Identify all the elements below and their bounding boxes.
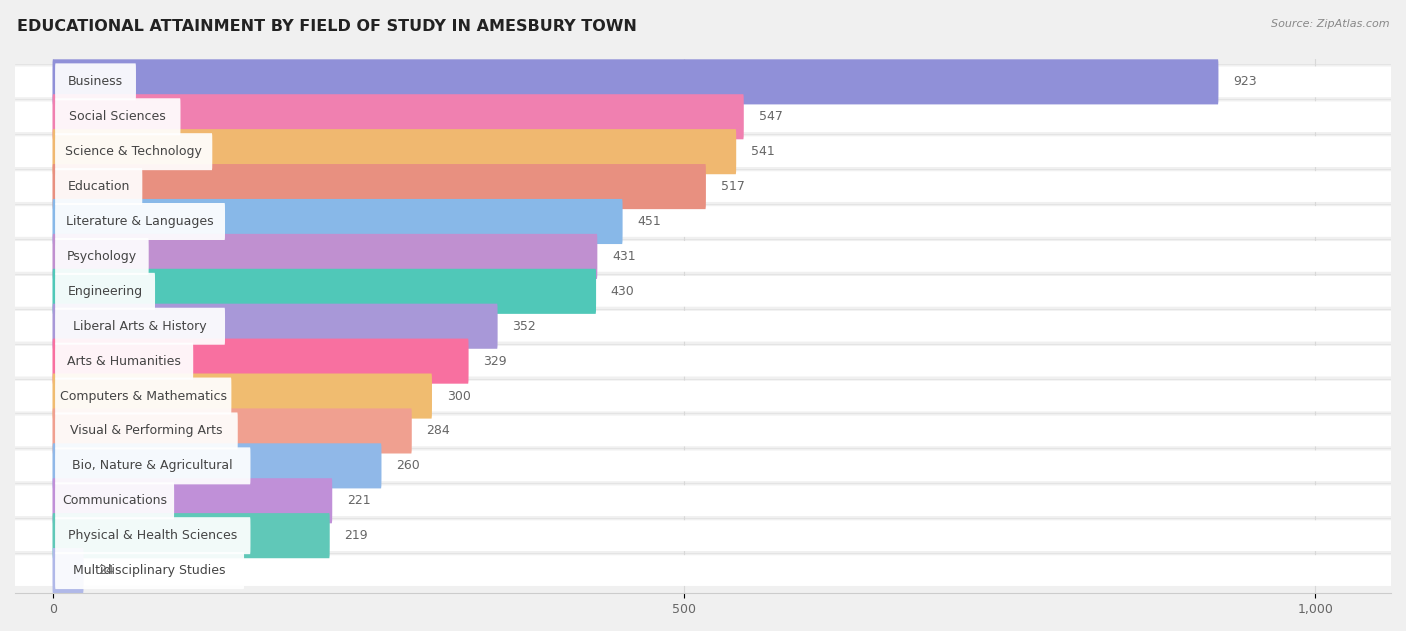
Text: Computers & Mathematics: Computers & Mathematics — [59, 389, 226, 403]
Text: Psychology: Psychology — [67, 250, 136, 263]
Text: 430: 430 — [610, 285, 634, 298]
FancyBboxPatch shape — [15, 485, 1391, 516]
FancyBboxPatch shape — [15, 346, 1391, 377]
Text: Multidisciplinary Studies: Multidisciplinary Studies — [73, 564, 226, 577]
FancyBboxPatch shape — [15, 66, 1391, 97]
FancyBboxPatch shape — [15, 276, 1391, 307]
FancyBboxPatch shape — [15, 206, 1391, 237]
FancyBboxPatch shape — [52, 304, 498, 349]
FancyBboxPatch shape — [52, 339, 468, 384]
FancyBboxPatch shape — [55, 238, 149, 275]
FancyBboxPatch shape — [52, 444, 381, 488]
Text: Arts & Humanities: Arts & Humanities — [67, 355, 181, 368]
FancyBboxPatch shape — [15, 521, 1391, 551]
FancyBboxPatch shape — [55, 203, 225, 240]
Text: Source: ZipAtlas.com: Source: ZipAtlas.com — [1271, 19, 1389, 29]
FancyBboxPatch shape — [52, 408, 412, 454]
FancyBboxPatch shape — [15, 171, 1391, 202]
FancyBboxPatch shape — [52, 94, 744, 139]
Text: 431: 431 — [612, 250, 636, 263]
Text: 260: 260 — [396, 459, 420, 473]
FancyBboxPatch shape — [55, 133, 212, 170]
FancyBboxPatch shape — [52, 374, 432, 418]
Text: 541: 541 — [751, 145, 775, 158]
Text: Visual & Performing Arts: Visual & Performing Arts — [70, 425, 222, 437]
Text: Business: Business — [67, 75, 124, 88]
Text: 221: 221 — [347, 494, 371, 507]
Text: 923: 923 — [1233, 75, 1257, 88]
FancyBboxPatch shape — [15, 311, 1391, 341]
FancyBboxPatch shape — [55, 343, 193, 380]
FancyBboxPatch shape — [52, 129, 737, 174]
Text: EDUCATIONAL ATTAINMENT BY FIELD OF STUDY IN AMESBURY TOWN: EDUCATIONAL ATTAINMENT BY FIELD OF STUDY… — [17, 19, 637, 34]
Text: 284: 284 — [426, 425, 450, 437]
Text: 24: 24 — [98, 564, 114, 577]
Text: Engineering: Engineering — [67, 285, 142, 298]
FancyBboxPatch shape — [52, 548, 83, 593]
Text: 451: 451 — [637, 215, 661, 228]
FancyBboxPatch shape — [15, 241, 1391, 272]
Text: 547: 547 — [759, 110, 782, 123]
FancyBboxPatch shape — [55, 413, 238, 449]
FancyBboxPatch shape — [52, 234, 598, 279]
FancyBboxPatch shape — [55, 168, 142, 205]
Text: Communications: Communications — [62, 494, 167, 507]
FancyBboxPatch shape — [52, 269, 596, 314]
FancyBboxPatch shape — [55, 63, 136, 100]
FancyBboxPatch shape — [15, 416, 1391, 446]
Text: Science & Technology: Science & Technology — [65, 145, 202, 158]
Text: Education: Education — [67, 180, 129, 193]
FancyBboxPatch shape — [15, 102, 1391, 132]
FancyBboxPatch shape — [52, 164, 706, 209]
FancyBboxPatch shape — [52, 513, 330, 558]
FancyBboxPatch shape — [52, 59, 1219, 104]
FancyBboxPatch shape — [55, 517, 250, 554]
FancyBboxPatch shape — [15, 136, 1391, 167]
Text: 352: 352 — [512, 320, 536, 333]
FancyBboxPatch shape — [55, 98, 180, 135]
FancyBboxPatch shape — [55, 447, 250, 485]
Text: Bio, Nature & Agricultural: Bio, Nature & Agricultural — [73, 459, 233, 473]
Text: Liberal Arts & History: Liberal Arts & History — [73, 320, 207, 333]
FancyBboxPatch shape — [52, 199, 623, 244]
Text: Physical & Health Sciences: Physical & Health Sciences — [67, 529, 238, 542]
FancyBboxPatch shape — [15, 555, 1391, 586]
Text: Social Sciences: Social Sciences — [69, 110, 166, 123]
FancyBboxPatch shape — [15, 451, 1391, 481]
FancyBboxPatch shape — [55, 273, 155, 310]
FancyBboxPatch shape — [55, 308, 225, 345]
FancyBboxPatch shape — [55, 552, 245, 589]
FancyBboxPatch shape — [55, 482, 174, 519]
Text: 329: 329 — [484, 355, 508, 368]
Text: 219: 219 — [344, 529, 368, 542]
FancyBboxPatch shape — [55, 377, 232, 415]
FancyBboxPatch shape — [15, 380, 1391, 411]
Text: 300: 300 — [447, 389, 471, 403]
Text: 517: 517 — [721, 180, 745, 193]
Text: Literature & Languages: Literature & Languages — [66, 215, 214, 228]
FancyBboxPatch shape — [52, 478, 332, 523]
